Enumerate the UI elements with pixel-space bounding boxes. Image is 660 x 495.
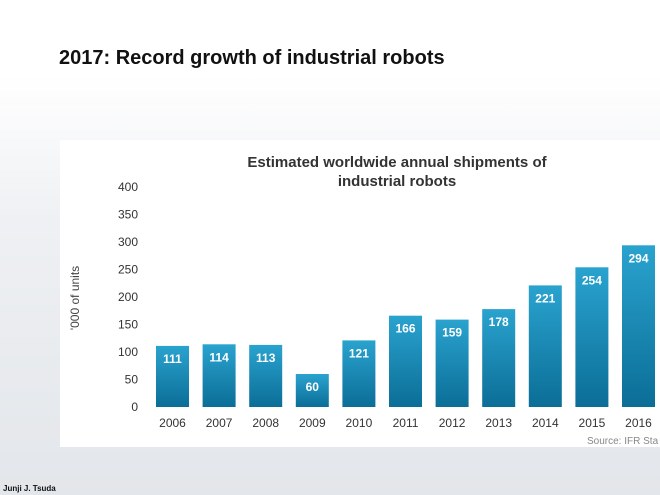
data-label-2014: 221 (535, 291, 555, 305)
data-label-2015: 254 (582, 273, 602, 287)
data-label-2016: 294 (628, 251, 648, 265)
bar-2014 (528, 285, 562, 407)
data-label-2009: 60 (306, 380, 320, 394)
x-tick-label-2014: 2014 (532, 416, 559, 430)
x-tick-label-2015: 2015 (579, 416, 606, 430)
slide-title: 2017: Record growth of industrial robots (59, 47, 445, 69)
x-tick-label-2012: 2012 (439, 416, 466, 430)
bar-2011 (389, 315, 422, 407)
bar-2006 (156, 345, 189, 407)
data-label-2012: 159 (442, 326, 462, 340)
y-tick-label: 350 (118, 208, 138, 222)
x-tick-label-2007: 2007 (206, 416, 233, 430)
chart-title-line-2: industrial robots (338, 173, 456, 190)
x-tick-label-2013: 2013 (485, 416, 512, 430)
bar-2008 (249, 344, 283, 407)
y-tick-label: 50 (125, 373, 139, 387)
bar-2013 (482, 309, 516, 407)
data-label-2010: 121 (349, 346, 369, 360)
y-tick-label: 300 (118, 235, 138, 249)
y-tick-label: 150 (118, 318, 138, 332)
data-label-2013: 178 (489, 315, 509, 329)
y-tick-label: 250 (118, 263, 138, 277)
data-label-2011: 166 (395, 322, 415, 336)
y-tick-label: 400 (118, 180, 138, 194)
bar-chart: Estimated worldwide annual shipments of … (68, 154, 659, 447)
x-tick-label-2011: 2011 (393, 416, 419, 430)
chart-panel: Estimated worldwide annual shipments of … (60, 140, 660, 447)
bar-2016 (622, 245, 655, 407)
x-tick-label-2016: 2016 (625, 416, 652, 430)
y-tick-label: 200 (118, 290, 138, 304)
y-axis-label: '000 of units (68, 266, 82, 330)
y-tick-label: 100 (118, 345, 138, 359)
bar-2015 (575, 267, 609, 407)
data-label-2007: 114 (209, 350, 229, 364)
data-label-2006: 111 (163, 352, 182, 366)
footer-author: Junji J. Tsuda (3, 484, 56, 493)
x-tick-label-2010: 2010 (346, 416, 373, 430)
source-note: Source: IFR Sta (587, 436, 659, 447)
bar-2009 (295, 374, 329, 407)
chart-title-line-1: Estimated worldwide annual shipments of (247, 154, 547, 171)
x-tick-label-2006: 2006 (159, 416, 186, 430)
x-tick-label-2009: 2009 (299, 416, 326, 430)
data-label-2008: 113 (256, 351, 276, 365)
bar-2012 (435, 319, 469, 407)
y-tick-label: 0 (131, 400, 138, 414)
x-tick-label-2008: 2008 (252, 416, 279, 430)
bar-2010 (342, 340, 376, 407)
bar-2007 (202, 344, 236, 407)
